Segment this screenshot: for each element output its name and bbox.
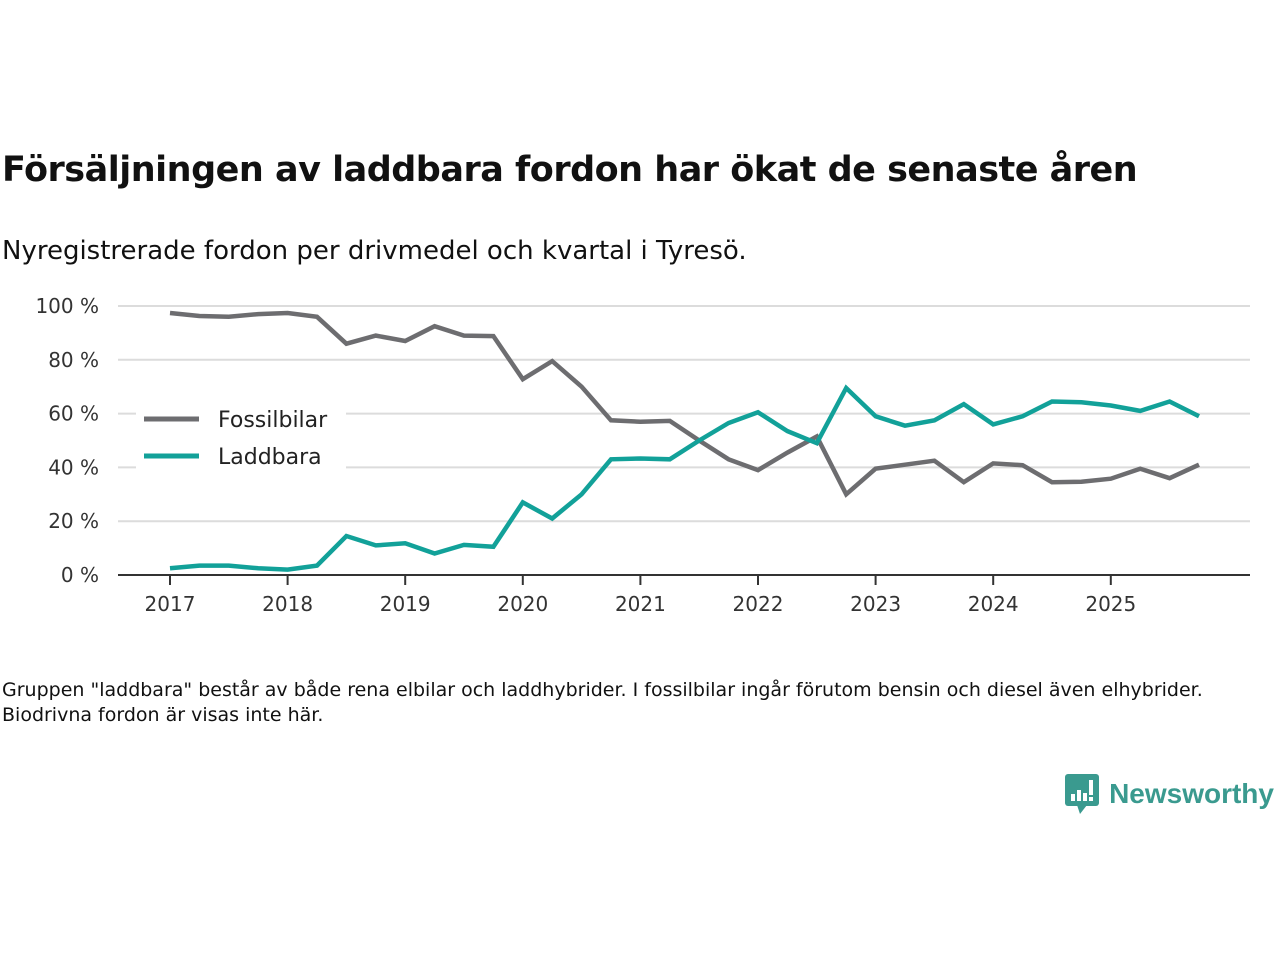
y-axis-tick-labels: 0 % 20 % 40 % 60 % 80 % 100 % (35, 294, 99, 587)
legend-label-laddbara: Laddbara (218, 445, 322, 470)
x-tick-label: 2020 (497, 592, 548, 616)
legend: Fossilbilar Laddbara (136, 400, 346, 475)
line-chart: 0 % 20 % 40 % 60 % 80 % 100 % 2017 2018 2019 202… (35, 294, 1250, 616)
x-tick-label: 2025 (1085, 592, 1136, 616)
chart-subtitle: Nyregistrerade fordon per drivmedel och … (2, 236, 747, 266)
x-tick-label: 2017 (145, 592, 196, 616)
legend-background (136, 400, 346, 475)
x-tick-label: 2024 (968, 592, 1019, 616)
series-lines (169, 310, 1201, 572)
brand-name: Newsworthy (1109, 778, 1274, 809)
y-tick-label: 60 % (48, 402, 99, 426)
footnote: Gruppen "laddbara" består av både rena e… (2, 679, 1203, 726)
newsworthy-logo[interactable]: Newsworthy (1065, 774, 1274, 814)
y-tick-label: 80 % (48, 348, 99, 372)
x-tick-label: 2018 (262, 592, 313, 616)
legend-label-fossilbilar: Fossilbilar (218, 408, 328, 433)
x-axis: 2017 2018 2019 2020 2021 2022 2023 2024 2025 (118, 574, 1250, 616)
chart-speech-bubble-icon (1065, 774, 1100, 814)
x-tick-label: 2019 (380, 592, 431, 616)
x-tick-label: 2021 (615, 592, 666, 616)
chart-title: Försäljningen av laddbara fordon har öka… (2, 150, 1138, 190)
x-tick-label: 2022 (733, 592, 784, 616)
y-tick-label: 100 % (35, 294, 99, 318)
y-tick-label: 0 % (61, 563, 99, 587)
y-tick-label: 20 % (48, 509, 99, 533)
y-tick-label: 40 % (48, 455, 99, 479)
series-line-laddbara (169, 384, 1201, 572)
x-tick-label: 2023 (850, 592, 901, 616)
series-line-fossilbilar (169, 310, 1200, 498)
